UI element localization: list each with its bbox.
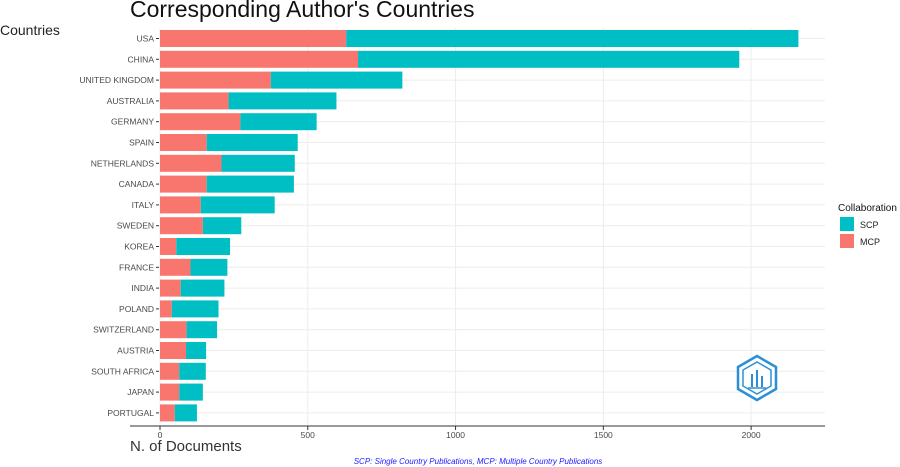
category-label-korea: KOREA	[124, 242, 154, 252]
category-label-spain: SPAIN	[129, 138, 154, 148]
bar-mcp-korea	[160, 238, 177, 255]
bar-mcp-united-kingdom	[160, 71, 271, 89]
category-label-france: FRANCE	[119, 262, 154, 272]
y-axis-title: Countries	[0, 22, 60, 38]
bar-mcp-china	[160, 50, 359, 68]
category-label-india: INDIA	[131, 283, 154, 293]
bar-scp-china	[358, 50, 740, 68]
legend-label-scp: SCP	[860, 220, 879, 230]
bar-scp-sweden	[202, 217, 242, 235]
category-label-south-africa: SOUTH AFRICA	[91, 366, 154, 376]
bar-mcp-japan	[160, 383, 180, 401]
category-label-austria: AUSTRIA	[117, 346, 154, 356]
category-label-australia: AUSTRALIA	[107, 96, 155, 106]
legend: Collaboration SCP MCP	[838, 203, 897, 248]
footnote: SCP: Single Country Publications, MCP: M…	[354, 457, 603, 466]
category-label-switzerland: SWITZERLAND	[93, 325, 154, 335]
bar-mcp-netherlands	[160, 154, 222, 172]
bar-scp-switzerland	[186, 321, 218, 339]
legend-label-mcp: MCP	[860, 237, 880, 247]
bar-mcp-india	[160, 279, 181, 297]
x-axis-title: N. of Documents	[130, 438, 242, 455]
category-label-portugal: PORTUGAL	[107, 408, 154, 418]
bar-scp-south-africa	[179, 362, 206, 380]
legend-swatch-mcp	[840, 234, 854, 248]
bar-mcp-portugal	[160, 404, 175, 422]
bar-scp-canada	[206, 175, 294, 193]
category-label-germany: GERMANY	[111, 117, 154, 127]
category-label-usa: USA	[137, 34, 155, 44]
x-tick-label-2000: 2000	[742, 430, 761, 440]
bar-mcp-austria	[160, 342, 187, 359]
x-tick-label-1000: 1000	[446, 430, 465, 440]
bar-scp-spain	[206, 134, 298, 151]
bar-scp-usa	[346, 30, 799, 47]
bars	[160, 30, 799, 422]
bar-scp-italy	[200, 196, 275, 214]
category-label-poland: POLAND	[119, 304, 154, 314]
category-label-sweden: SWEDEN	[117, 221, 154, 231]
bar-mcp-france	[160, 258, 191, 276]
category-label-italy: ITALY	[132, 200, 155, 210]
bar-mcp-spain	[160, 134, 207, 151]
legend-title: Collaboration	[838, 203, 897, 214]
bar-mcp-usa	[160, 30, 347, 47]
category-labels: USA CHINA UNITED KINGDOM AUSTRALIA GERMANY SP…	[79, 34, 159, 418]
bar-scp-poland	[171, 300, 219, 318]
bar-mcp-australia	[160, 92, 229, 110]
bar-scp-france	[190, 258, 228, 276]
bar-scp-india	[180, 279, 225, 297]
category-label-united-kingdom: UNITED KINGDOM	[79, 75, 154, 85]
x-tick-label-0: 0	[158, 430, 163, 440]
bar-scp-netherlands	[221, 154, 295, 172]
x-tick-label-500: 500	[301, 430, 315, 440]
bar-mcp-switzerland	[160, 321, 187, 339]
bar-scp-australia	[228, 92, 337, 110]
category-label-netherlands: NETHERLANDS	[91, 158, 155, 168]
x-tick-label-1500: 1500	[594, 430, 613, 440]
category-label-canada: CANADA	[119, 179, 155, 189]
bar-mcp-germany	[160, 113, 241, 131]
bar-mcp-italy	[160, 196, 201, 214]
bar-scp-portugal	[174, 404, 197, 422]
bar-scp-japan	[179, 383, 203, 401]
bar-scp-austria	[186, 342, 207, 359]
bar-scp-korea	[176, 238, 231, 255]
bar-mcp-canada	[160, 175, 207, 193]
bar-scp-germany	[240, 113, 317, 131]
x-ticks: 0 500 1000 1500 2000	[158, 426, 761, 440]
category-label-china: CHINA	[128, 54, 155, 64]
bar-mcp-poland	[160, 300, 172, 318]
bar-mcp-south-africa	[160, 362, 180, 380]
bar-mcp-sweden	[160, 217, 203, 235]
legend-swatch-scp	[840, 217, 854, 231]
category-label-japan: JAPAN	[127, 387, 154, 397]
bibliometrix-logo-icon	[736, 354, 778, 402]
chart-title: Corresponding Author's Countries	[130, 0, 474, 22]
bar-scp-united-kingdom	[270, 71, 403, 89]
